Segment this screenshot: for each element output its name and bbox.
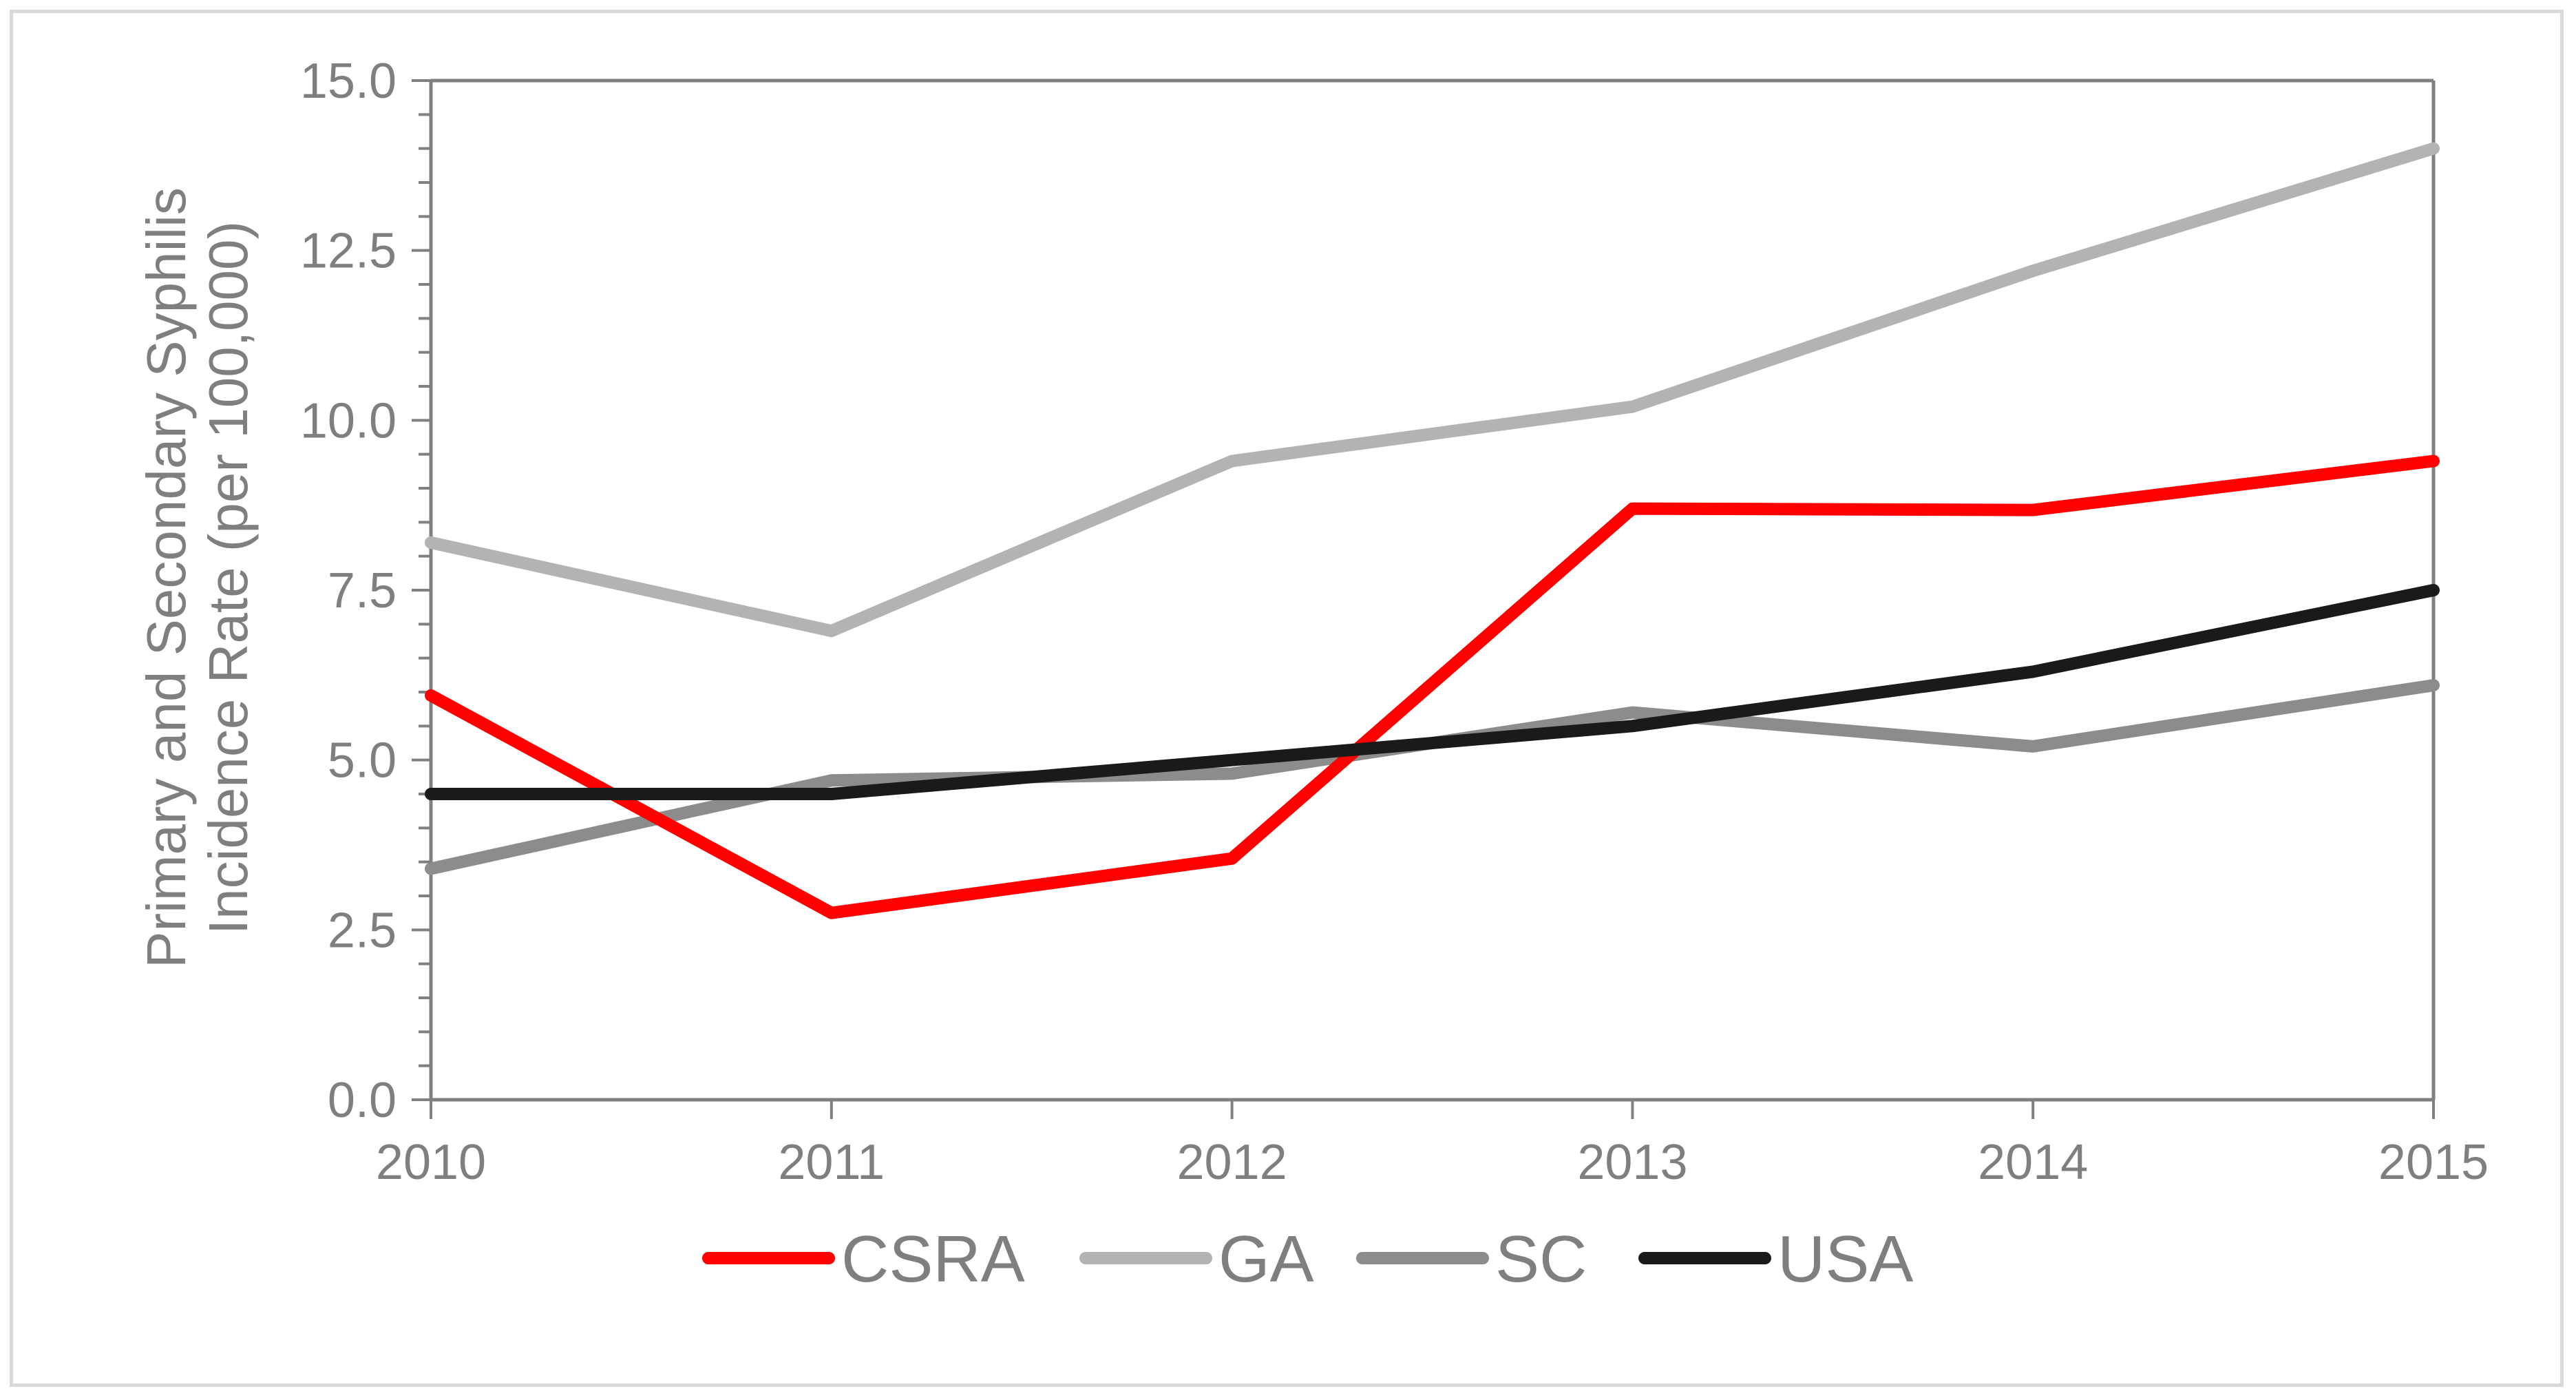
y-tick-label: 7.5	[328, 563, 397, 618]
legend-label-csra: CSRA	[841, 1222, 1025, 1296]
x-tick-label: 2012	[1177, 1135, 1287, 1190]
series-line-ga	[425, 142, 2440, 638]
axes	[412, 79, 2436, 1102]
y-axis-ticks: 0.0 2.5 5.0 7.5 10.0 12.5 15.0	[300, 54, 397, 1128]
y-axis-title-line-2: Incidence Rate (per 100,000)	[198, 221, 259, 934]
x-tick-label: 2014	[1978, 1135, 2088, 1190]
y-axis-title: Primary and Secondary Syphilis Incidence…	[136, 187, 259, 968]
x-tick-label: 2011	[778, 1135, 885, 1190]
y-tick-label: 12.5	[300, 224, 397, 279]
legend: CSRA GA SC USA	[702, 1222, 1913, 1296]
y-tick-label: 0.0	[328, 1073, 397, 1128]
legend-label-usa: USA	[1777, 1222, 1913, 1296]
y-tick-label: 5.0	[328, 733, 397, 788]
y-tick-label: 10.0	[300, 393, 397, 448]
x-tick-label: 2010	[376, 1135, 486, 1190]
series-line-sc	[425, 679, 2440, 875]
series-line-usa	[425, 584, 2440, 800]
line-chart: Primary and Secondary Syphilis Incidence…	[136, 54, 2489, 1296]
x-tick-label: 2015	[2378, 1135, 2489, 1190]
y-tick-label: 2.5	[328, 903, 397, 958]
y-tick-label: 15.0	[300, 54, 397, 109]
legend-label-sc: SC	[1495, 1222, 1587, 1296]
y-axis-title-line-1: Primary and Secondary Syphilis	[136, 187, 197, 968]
x-axis-ticks: 2010 2011 2012 2013 2014 2015	[376, 1100, 2489, 1190]
chart-container: Primary and Secondary Syphilis Incidence…	[10, 10, 2564, 1387]
legend-label-ga: GA	[1218, 1222, 1314, 1296]
x-tick-label: 2013	[1577, 1135, 1687, 1190]
series-line-csra	[425, 455, 2440, 919]
series-lines	[425, 142, 2440, 919]
